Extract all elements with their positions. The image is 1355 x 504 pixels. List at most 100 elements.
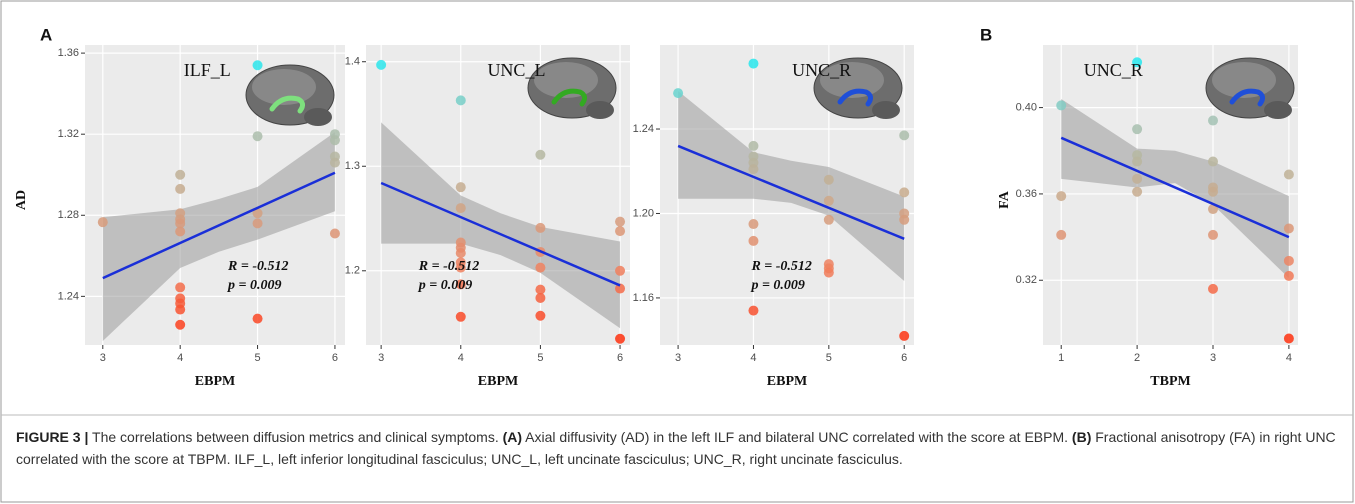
data-point xyxy=(824,268,834,278)
data-point xyxy=(615,217,625,227)
data-point xyxy=(330,229,340,239)
caption-label: FIGURE 3 | xyxy=(16,429,88,445)
data-point xyxy=(456,95,466,105)
x-tick-label: 5 xyxy=(537,352,543,364)
panel-label: A xyxy=(40,25,52,44)
data-point xyxy=(456,182,466,192)
y-tick-label: 1.36 xyxy=(58,47,79,59)
panel-title: UNC_L xyxy=(487,60,545,80)
data-point xyxy=(456,312,466,322)
annotation: R = -0.512 xyxy=(750,259,811,274)
x-tick-label: 3 xyxy=(675,352,681,364)
data-point xyxy=(748,236,758,246)
data-point xyxy=(330,135,340,145)
x-axis-title: EBPM xyxy=(478,374,518,389)
y-tick-label: 1.16 xyxy=(633,292,654,304)
data-point xyxy=(253,131,263,141)
data-point xyxy=(615,334,625,344)
x-tick-label: 4 xyxy=(458,352,464,364)
x-tick-label: 6 xyxy=(332,352,338,364)
panel-title: UNC_R xyxy=(1084,60,1143,80)
data-point xyxy=(748,219,758,229)
data-point xyxy=(615,226,625,236)
data-point xyxy=(1284,256,1294,266)
x-tick-label: 6 xyxy=(901,352,907,364)
y-tick-label: 0.40 xyxy=(1016,101,1037,113)
data-point xyxy=(175,184,185,194)
data-point xyxy=(253,60,263,70)
data-point xyxy=(748,141,758,151)
y-tick-label: 1.32 xyxy=(58,128,79,140)
data-point xyxy=(98,217,108,227)
data-point xyxy=(535,263,545,273)
data-point xyxy=(1208,230,1218,240)
data-point xyxy=(615,266,625,276)
data-point xyxy=(175,305,185,315)
data-point xyxy=(1284,271,1294,281)
data-point xyxy=(175,170,185,180)
caption-text: Axial diffusivity (AD) in the left ILF a… xyxy=(525,429,1068,445)
y-tick-label: 1.28 xyxy=(58,209,79,221)
data-point xyxy=(1132,157,1142,167)
annotation: p = 0.009 xyxy=(227,278,281,293)
data-point xyxy=(824,175,834,185)
data-point xyxy=(1056,191,1066,201)
data-point xyxy=(1132,124,1142,134)
y-tick-label: 0.32 xyxy=(1016,274,1037,286)
y-tick-label: 1.2 xyxy=(345,265,360,277)
y-tick-label: 0.36 xyxy=(1016,188,1037,200)
data-point xyxy=(535,311,545,321)
annotation: p = 0.009 xyxy=(750,278,804,293)
y-axis-title: FA xyxy=(997,190,1012,209)
x-tick-label: 5 xyxy=(254,352,260,364)
data-point xyxy=(748,306,758,316)
data-point xyxy=(899,187,909,197)
data-point xyxy=(748,59,758,69)
x-tick-label: 1 xyxy=(1058,352,1064,364)
annotation: R = -0.512 xyxy=(227,259,288,274)
data-point xyxy=(1132,187,1142,197)
y-tick-label: 1.24 xyxy=(633,123,654,135)
data-point xyxy=(1208,157,1218,167)
data-point xyxy=(456,203,466,213)
data-point xyxy=(1284,334,1294,344)
data-point xyxy=(1208,284,1218,294)
data-point xyxy=(175,320,185,330)
data-point xyxy=(175,282,185,292)
data-point xyxy=(1284,169,1294,179)
data-point xyxy=(824,215,834,225)
panel-title: ILF_L xyxy=(184,60,231,80)
data-point xyxy=(1056,230,1066,240)
x-tick-label: 4 xyxy=(177,352,183,364)
data-point xyxy=(330,158,340,168)
data-point xyxy=(1284,223,1294,233)
x-axis-title: EBPM xyxy=(195,374,235,389)
x-axis-title: TBPM xyxy=(1150,374,1190,389)
data-point xyxy=(1056,100,1066,110)
annotation: R = -0.512 xyxy=(418,259,479,274)
panel-label: B xyxy=(980,25,992,44)
x-tick-label: 4 xyxy=(750,352,756,364)
data-point xyxy=(535,293,545,303)
caption-tag: (A) xyxy=(503,429,522,445)
brain-illustration xyxy=(1206,58,1294,119)
data-point xyxy=(175,218,185,228)
data-point xyxy=(456,248,466,258)
x-tick-label: 3 xyxy=(100,352,106,364)
brain-illustration xyxy=(246,65,334,126)
panel-title: UNC_R xyxy=(792,60,851,80)
x-tick-label: 3 xyxy=(1210,352,1216,364)
cerebellum xyxy=(872,101,900,119)
data-point xyxy=(535,150,545,160)
cerebellum xyxy=(586,101,614,119)
data-point xyxy=(1132,174,1142,184)
x-tick-label: 4 xyxy=(1286,352,1292,364)
y-tick-label: 1.4 xyxy=(345,56,360,68)
y-tick-label: 1.3 xyxy=(345,160,360,172)
x-tick-label: 5 xyxy=(826,352,832,364)
x-tick-label: 3 xyxy=(378,352,384,364)
caption: FIGURE 3 | The correlations between diff… xyxy=(16,426,1336,470)
data-point xyxy=(673,88,683,98)
data-point xyxy=(376,60,386,70)
x-axis-title: EBPM xyxy=(767,374,807,389)
